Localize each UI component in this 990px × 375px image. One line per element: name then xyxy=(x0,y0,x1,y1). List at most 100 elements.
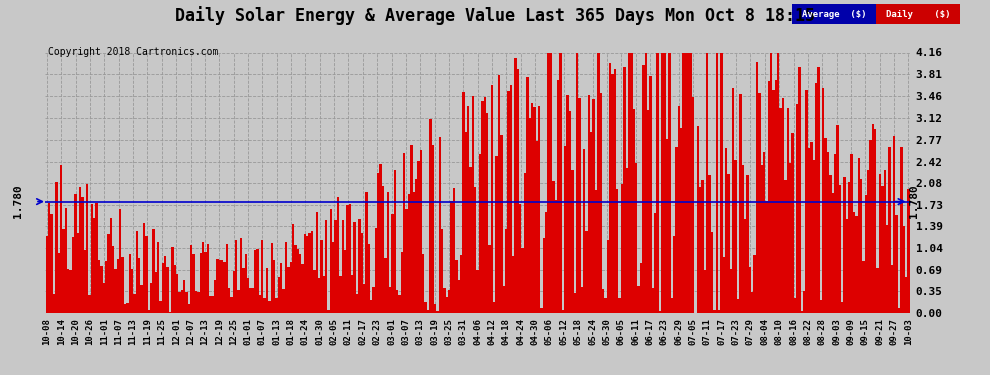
Bar xyxy=(862,261,864,313)
Bar xyxy=(294,245,297,313)
Bar xyxy=(536,141,538,313)
Bar xyxy=(377,173,379,313)
Bar xyxy=(661,53,663,313)
Bar xyxy=(850,154,852,313)
Bar xyxy=(360,233,363,313)
Bar xyxy=(827,152,830,313)
Bar xyxy=(384,258,386,313)
Bar xyxy=(129,254,131,313)
Bar xyxy=(721,53,723,313)
Bar xyxy=(346,206,348,313)
Bar xyxy=(328,310,330,313)
Bar xyxy=(285,242,287,313)
Bar xyxy=(848,182,850,313)
Bar xyxy=(292,224,294,313)
Bar xyxy=(711,231,713,313)
Bar xyxy=(195,291,197,313)
Bar xyxy=(448,290,450,313)
Bar xyxy=(779,108,782,313)
Bar xyxy=(531,103,534,313)
Text: Copyright 2018 Cartronics.com: Copyright 2018 Cartronics.com xyxy=(48,47,218,57)
Bar xyxy=(398,295,401,313)
Bar xyxy=(538,106,541,313)
Bar xyxy=(185,292,188,313)
Bar xyxy=(510,86,512,313)
Bar xyxy=(903,226,905,313)
Bar xyxy=(495,156,498,313)
Bar xyxy=(226,244,228,313)
Bar xyxy=(422,254,425,313)
Bar xyxy=(126,303,129,313)
Bar xyxy=(446,297,448,313)
Bar xyxy=(280,263,282,313)
Bar xyxy=(822,88,825,313)
Bar xyxy=(512,256,515,313)
Bar xyxy=(467,106,469,313)
Bar xyxy=(743,219,746,313)
Bar xyxy=(117,259,119,313)
Bar xyxy=(214,280,216,313)
Bar xyxy=(297,249,299,313)
Bar xyxy=(46,236,49,313)
Bar xyxy=(55,182,57,313)
Bar xyxy=(694,312,697,313)
Bar xyxy=(221,260,223,313)
Bar xyxy=(370,300,372,313)
Bar xyxy=(268,301,270,313)
Bar xyxy=(500,135,503,313)
Bar xyxy=(668,53,670,313)
Bar xyxy=(437,310,439,313)
Bar xyxy=(149,282,152,313)
Bar xyxy=(687,53,689,313)
Bar xyxy=(115,269,117,313)
Bar xyxy=(874,129,876,313)
Bar xyxy=(879,174,881,313)
Bar xyxy=(88,295,91,313)
Bar xyxy=(730,269,733,313)
Bar xyxy=(64,208,67,313)
Bar xyxy=(881,186,884,313)
Bar xyxy=(810,142,813,313)
Bar xyxy=(134,294,136,313)
Bar xyxy=(164,256,166,313)
Bar xyxy=(62,229,64,313)
Bar xyxy=(772,90,775,313)
Bar xyxy=(231,297,233,313)
Bar xyxy=(635,163,638,313)
Bar xyxy=(855,216,857,313)
Bar xyxy=(837,125,839,313)
Bar xyxy=(266,268,268,313)
Bar xyxy=(110,218,112,313)
Bar xyxy=(325,220,328,313)
Bar xyxy=(86,184,88,313)
Bar xyxy=(886,225,888,313)
Bar xyxy=(517,69,519,313)
Bar xyxy=(725,148,728,313)
Bar xyxy=(569,111,571,313)
Bar xyxy=(455,260,457,313)
Bar xyxy=(839,185,841,313)
Bar xyxy=(238,290,240,313)
Bar xyxy=(796,104,798,313)
Bar xyxy=(758,93,760,313)
Bar xyxy=(105,261,107,313)
Bar xyxy=(564,146,566,313)
Bar xyxy=(658,311,661,313)
Bar xyxy=(415,178,418,313)
Bar xyxy=(709,176,711,313)
Bar xyxy=(644,53,646,313)
Bar xyxy=(633,108,635,313)
Bar xyxy=(716,53,718,313)
Bar xyxy=(107,234,110,313)
Bar xyxy=(348,204,351,313)
Bar xyxy=(789,163,791,313)
Bar xyxy=(543,238,545,313)
Bar xyxy=(323,276,325,313)
Bar xyxy=(638,286,640,313)
Bar xyxy=(321,240,323,313)
Bar xyxy=(413,192,415,313)
Bar xyxy=(777,53,779,313)
Bar xyxy=(103,283,105,313)
Bar xyxy=(332,242,335,313)
Bar xyxy=(675,147,678,313)
